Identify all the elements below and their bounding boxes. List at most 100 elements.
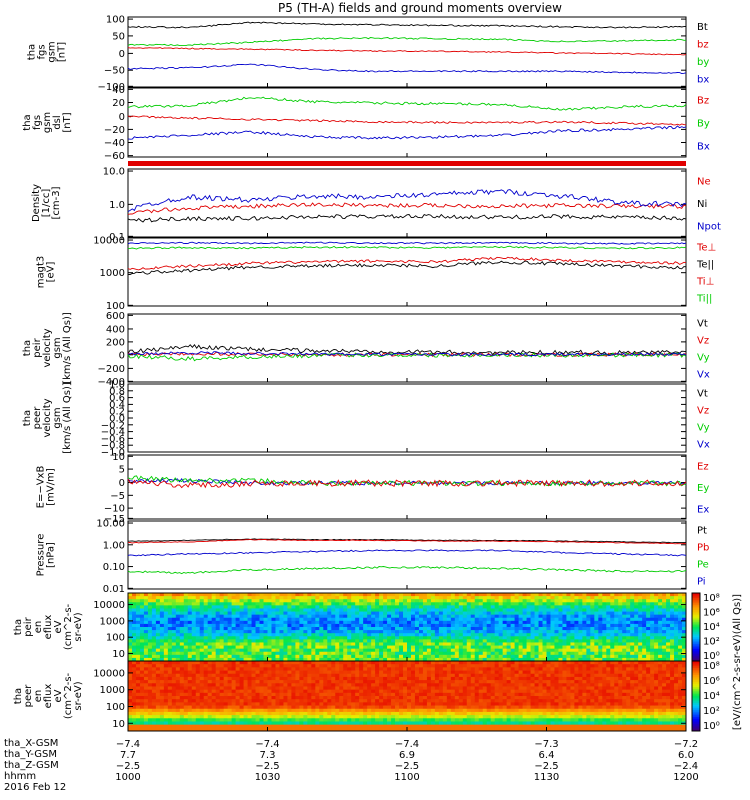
spectrogram-cell (347, 696, 352, 700)
spectrogram-cell (287, 645, 292, 650)
spectrogram-cell (586, 608, 591, 612)
spectrogram-cell (179, 617, 185, 622)
spectrogram-cell (231, 654, 237, 659)
spectrogram-cell (183, 715, 189, 719)
spectrogram-cell (490, 617, 496, 622)
spectrogram-cell (155, 596, 161, 600)
spectrogram-cell (235, 630, 240, 634)
spectrogram-cell (215, 664, 221, 668)
spectrogram-cell (223, 654, 229, 659)
spectrogram-cell (163, 636, 169, 640)
spectrogram-cell (347, 657, 352, 662)
spectrogram-cell (339, 727, 344, 732)
spectrogram-cell (183, 727, 189, 732)
spectrogram-cell (426, 667, 432, 671)
spectrogram-cell (155, 664, 161, 668)
spectrogram-cell (379, 633, 384, 637)
spectrogram-cell (534, 654, 539, 659)
spectrogram-cell (131, 596, 137, 600)
spectrogram-cell (223, 708, 229, 713)
spectrogram-cell (175, 727, 181, 732)
spectrogram-cell (646, 627, 651, 631)
spectrogram-cell (502, 617, 508, 622)
spectrogram-cell (235, 711, 240, 716)
spectrogram-cell (247, 596, 252, 600)
spectrogram-cell (339, 661, 344, 665)
spectrogram-cell (239, 724, 244, 729)
spectrogram-cell (399, 686, 404, 691)
spectrogram-cell (510, 605, 516, 609)
spectrogram-cell (319, 608, 324, 612)
spectrogram-cell (418, 599, 424, 603)
spectrogram-cell (578, 602, 583, 606)
spectrogram-cell (339, 689, 344, 694)
spectrogram-cell (131, 708, 137, 713)
spectrogram-cell (674, 608, 679, 612)
spectrogram-cell (482, 636, 488, 640)
spectrogram-cell (351, 680, 356, 684)
spectrogram-cell (131, 711, 137, 716)
spectrogram-cell (175, 680, 181, 684)
spectrogram-cell (331, 633, 336, 637)
spectrogram-cell (291, 676, 296, 681)
spectrogram-cell (175, 630, 181, 634)
spectrogram-cell (422, 608, 428, 612)
spectrogram-cell (307, 599, 312, 603)
spectrogram-cell (295, 727, 300, 732)
spectrogram-cell (311, 620, 316, 625)
spectrogram-cell (490, 627, 496, 631)
spectrogram-cell (506, 593, 512, 597)
spectrogram-cell (227, 642, 233, 646)
spectrogram-cell (159, 683, 165, 687)
spectrogram-cell (602, 605, 607, 609)
spectrogram-cell (315, 630, 320, 634)
spectrogram-cell (159, 715, 165, 719)
spectrogram-cell (175, 654, 181, 659)
spectrogram-cell (271, 670, 276, 675)
spectrogram-cell (323, 623, 328, 628)
spectrogram-cell (522, 599, 527, 603)
spectrogram-cell (323, 639, 328, 643)
spectrogram-cell (438, 605, 444, 609)
spectrogram-cell (135, 608, 141, 612)
spectrogram-cell (343, 699, 348, 703)
spectrogram-cell (219, 705, 225, 710)
spectrogram-cell (315, 667, 320, 671)
spectrogram-cell (399, 605, 404, 609)
spectrogram-cell (434, 654, 440, 659)
spectrogram-cell (247, 664, 252, 668)
spectrogram-cell (275, 642, 280, 646)
spectrogram-cell (143, 639, 149, 643)
spectrogram-cell (383, 605, 388, 609)
spectrogram-cell (522, 596, 527, 600)
spectrogram-cell (327, 602, 332, 606)
spectrogram-cell (239, 705, 244, 710)
spectrogram-cell (602, 648, 607, 653)
spectrogram-cell (331, 630, 336, 634)
spectrogram-cell (183, 602, 189, 606)
spectrogram-cell (570, 617, 575, 622)
spectrogram-cell (462, 657, 468, 662)
spectrogram-cell (327, 724, 332, 729)
spectrogram-cell (347, 614, 352, 619)
spectrogram-cell (530, 636, 535, 640)
spectrogram-cell (514, 623, 519, 628)
spectrogram-cell (151, 699, 157, 703)
spectrogram-cell (355, 633, 360, 637)
spectrogram-cell (395, 636, 400, 640)
spectrogram-cell (422, 715, 428, 719)
spectrogram-cell (251, 645, 256, 650)
spectrogram-cell (383, 599, 388, 603)
spectrogram-cell (291, 670, 296, 675)
spectrogram-cell (171, 711, 177, 716)
spectrogram-cell (450, 633, 456, 637)
spectrogram-cell (159, 642, 165, 646)
spectrogram-cell (622, 657, 627, 662)
spectrogram-cell (271, 727, 276, 732)
spectrogram-cell (367, 627, 372, 631)
spectrogram-cell (359, 648, 364, 653)
spectrogram-cell (339, 673, 344, 678)
spectrogram-cell (187, 657, 193, 662)
spectrogram-cell (375, 673, 380, 678)
spectrogram-cell (410, 642, 416, 646)
